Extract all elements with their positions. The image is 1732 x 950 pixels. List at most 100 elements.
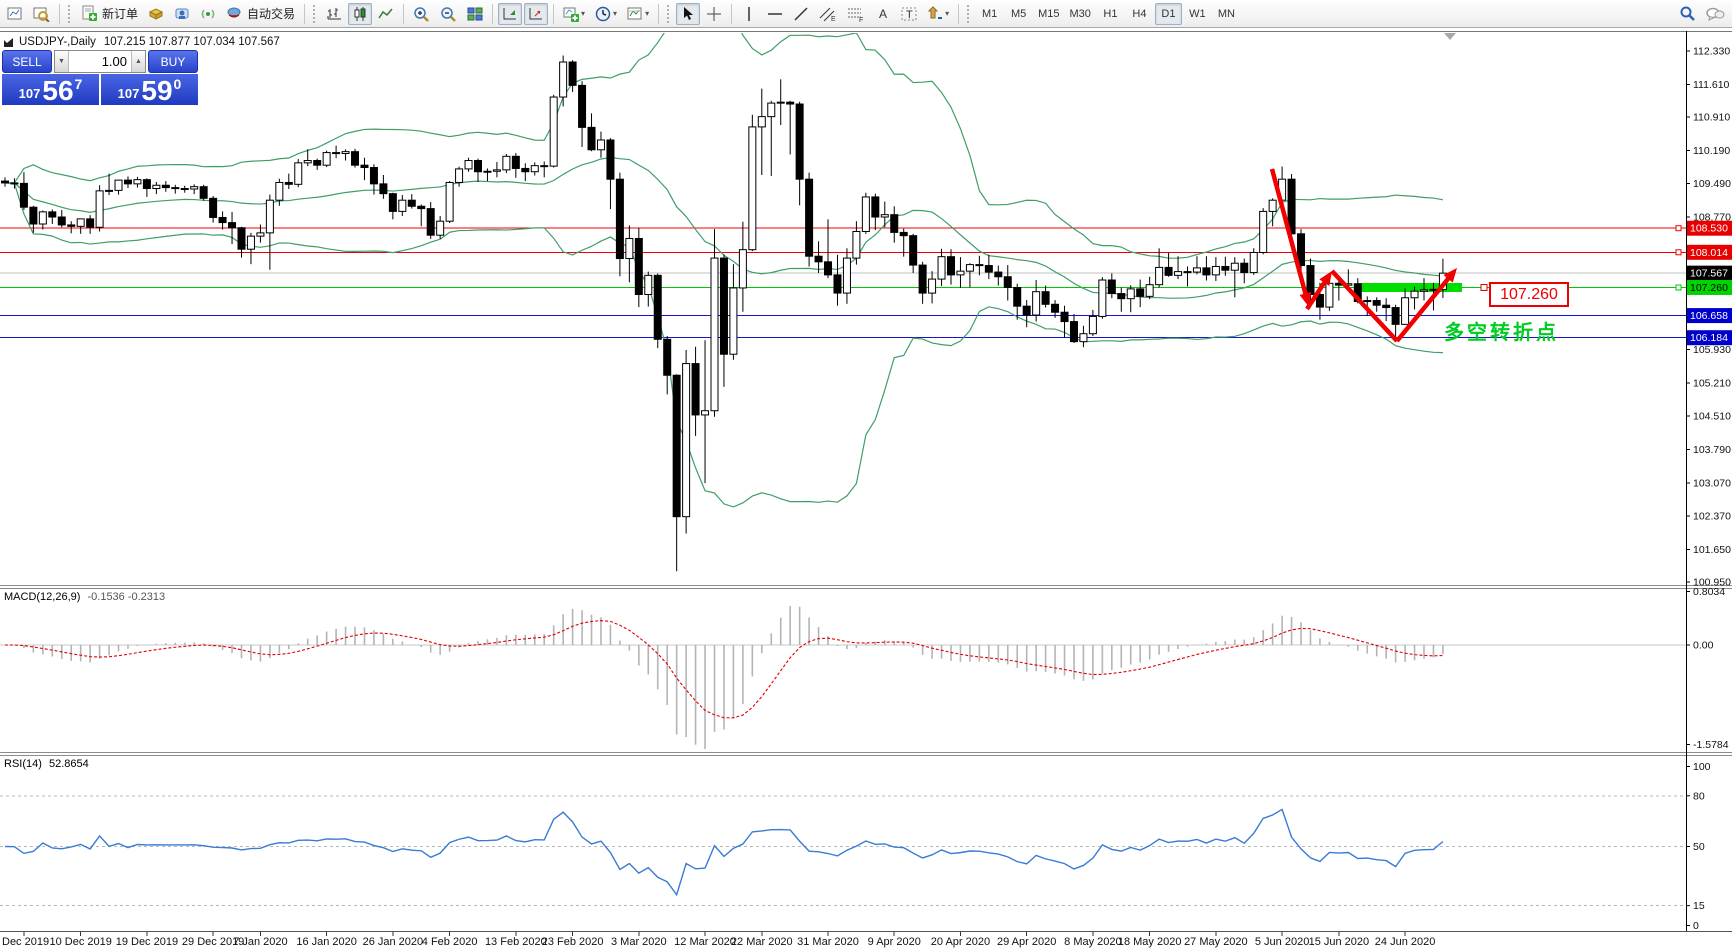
cursor-button[interactable] <box>676 2 701 25</box>
new-order-button[interactable]: 新订单 <box>77 3 142 25</box>
period-button[interactable]: ▾ <box>591 3 621 25</box>
svg-text:80: 80 <box>1693 790 1705 802</box>
vertical-line-button[interactable] <box>737 3 761 25</box>
template-button[interactable]: ▾ <box>623 3 653 25</box>
trendline-icon <box>794 6 808 21</box>
timeframe-m30[interactable]: M30 <box>1069 7 1091 20</box>
bar-chart-button[interactable] <box>322 3 346 25</box>
zoom-out-button[interactable] <box>436 3 461 25</box>
svg-text:15: 15 <box>1693 900 1705 912</box>
indicator-list-button[interactable] <box>498 2 523 25</box>
svg-text:E: E <box>831 16 836 22</box>
channel-button[interactable]: E <box>815 3 841 25</box>
clock-icon <box>595 6 611 21</box>
line-chart-icon <box>378 8 393 19</box>
svg-text:29 Dec 2019: 29 Dec 2019 <box>182 936 244 948</box>
profiles-icon <box>33 7 50 22</box>
svg-text:-1.5784: -1.5784 <box>1693 739 1729 751</box>
svg-text:T: T <box>906 9 913 21</box>
add-indicator-icon <box>563 7 580 22</box>
new-order-icon <box>82 5 97 21</box>
search-button[interactable] <box>1675 3 1700 25</box>
zoom-in-button[interactable] <box>409 3 434 25</box>
candlestick-button[interactable] <box>348 2 373 25</box>
profiles-button[interactable] <box>29 3 54 25</box>
trendline-button[interactable] <box>789 3 813 25</box>
timeframe-h4[interactable]: H4 <box>1132 7 1147 20</box>
svg-text:22 Mar 2020: 22 Mar 2020 <box>731 936 793 948</box>
svg-text:18 May 2020: 18 May 2020 <box>1118 936 1182 948</box>
svg-text:8 May 2020: 8 May 2020 <box>1064 936 1121 948</box>
macd-values: -0.1536 -0.2313 <box>87 591 166 603</box>
toolbar-separator <box>658 3 660 24</box>
arrows-button[interactable]: ▾ <box>924 3 953 25</box>
sell-price-display[interactable]: 107 56 7 <box>2 74 99 105</box>
sell-price-base: 107 <box>18 86 41 101</box>
svg-text:0.00: 0.00 <box>1693 640 1714 652</box>
timeframe-d1[interactable]: D1 <box>1154 2 1182 25</box>
fibonacci-button[interactable]: F <box>843 3 869 25</box>
volume-down-button[interactable]: ▼ <box>55 51 69 72</box>
history-center-button[interactable] <box>144 3 168 25</box>
svg-text:100: 100 <box>1693 761 1711 773</box>
toolbar-grip <box>667 4 671 23</box>
publisher-icon <box>175 8 189 19</box>
timeframe-m15[interactable]: M15 <box>1038 7 1060 20</box>
auto-trading-button[interactable]: 自动交易 <box>222 3 299 25</box>
buy-price-pip: 0 <box>173 76 182 92</box>
timeframe-mn[interactable]: MN <box>1217 7 1235 20</box>
pivot-note-text[interactable]: 多空转折点 <box>1444 322 1559 344</box>
text-icon: A <box>879 7 887 21</box>
svg-text:26 Jan 2020: 26 Jan 2020 <box>363 936 424 948</box>
toolbar-grip <box>68 4 72 23</box>
vline-icon <box>748 6 750 21</box>
rsi-indicator-label: RSI(14) 52.8654 <box>4 758 89 770</box>
toolbar-grip <box>967 4 971 23</box>
volume-input[interactable] <box>69 51 131 72</box>
horizontal-line-button[interactable] <box>763 3 787 25</box>
add-indicator-button[interactable]: ▾ <box>559 3 589 25</box>
buy-price-display[interactable]: 107 59 0 <box>101 74 198 105</box>
svg-text:15 Jun 2020: 15 Jun 2020 <box>1309 936 1370 948</box>
volume-up-button[interactable]: ▲ <box>131 51 145 72</box>
crosshair-window-button[interactable] <box>524 2 549 25</box>
tile-windows-icon <box>467 7 483 21</box>
timeframe-m5[interactable]: M5 <box>1010 7 1027 20</box>
price-callout-box[interactable]: 107.260 <box>1489 282 1569 307</box>
tile-windows-button[interactable] <box>463 3 487 25</box>
svg-text:110.190: 110.190 <box>1693 145 1730 157</box>
ohlc-values: 107.215 107.877 107.034 107.567 <box>103 36 280 48</box>
buy-price-base: 107 <box>117 86 140 101</box>
svg-text:12 Mar 2020: 12 Mar 2020 <box>674 936 736 948</box>
toolbar-separator <box>553 3 555 24</box>
crosshair-button[interactable] <box>702 3 726 25</box>
zoom-in-icon <box>414 6 429 22</box>
svg-text:29 Apr 2020: 29 Apr 2020 <box>997 936 1056 948</box>
cursor-icon <box>684 7 694 20</box>
chart-surface[interactable]: 112.330 111.610 110.910 110.190 109.490 108.7… <box>0 28 1732 950</box>
chevron-down-icon: ▾ <box>945 9 950 18</box>
new-chart-icon <box>7 7 22 19</box>
timeframe-w1[interactable]: W1 <box>1189 7 1206 20</box>
buy-button[interactable]: BUY <box>148 50 198 73</box>
signals-button[interactable] <box>196 3 220 25</box>
channel-icon: E <box>819 7 836 22</box>
timeframe-m1[interactable]: M1 <box>981 7 998 20</box>
svg-text:3 Mar 2020: 3 Mar 2020 <box>611 936 667 948</box>
rsi-value: 52.8654 <box>48 758 89 770</box>
text-label-button[interactable]: T <box>897 3 922 25</box>
svg-text:23 Feb 2020: 23 Feb 2020 <box>542 936 604 948</box>
toolbar-separator <box>403 3 405 24</box>
sell-button[interactable]: SELL <box>2 50 52 73</box>
trend-arrows-layer <box>1269 168 1457 343</box>
chevron-down-icon: ▾ <box>581 9 586 18</box>
symbol-period-label: USDJPY-,Daily <box>19 36 96 48</box>
svg-text:105.930: 105.930 <box>1693 344 1731 356</box>
chat-button[interactable] <box>1702 3 1729 25</box>
svg-text:106.184: 106.184 <box>1690 332 1728 344</box>
line-chart-button[interactable] <box>374 3 398 25</box>
timeframe-h1[interactable]: H1 <box>1103 7 1118 20</box>
publisher-button[interactable] <box>170 3 194 25</box>
text-button[interactable]: A <box>871 3 895 25</box>
new-chart-button[interactable] <box>3 3 27 25</box>
